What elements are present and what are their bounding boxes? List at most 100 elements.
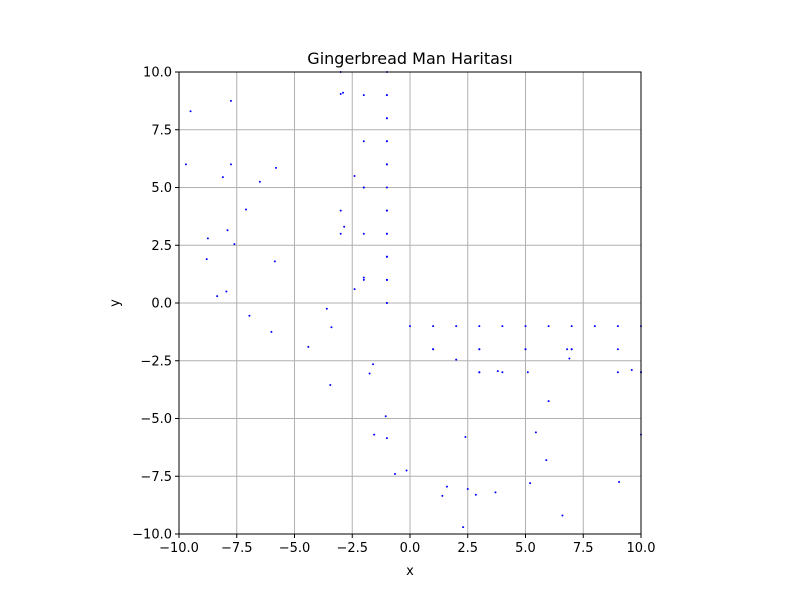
y-tick-label: −7.5 <box>140 470 172 485</box>
x-tick-label: −7.5 <box>221 541 253 556</box>
x-axis-label: x <box>406 564 414 579</box>
data-point <box>229 99 232 102</box>
data-point <box>385 302 388 304</box>
data-point <box>229 163 232 166</box>
data-point <box>432 325 435 328</box>
data-point <box>325 307 328 310</box>
y-axis-ticks: −10.0 −7.5 −5.0 −2.5 0.0 2.5 5.0 7.5 10.0 <box>132 66 179 543</box>
data-point <box>445 485 448 488</box>
data-point <box>362 276 365 279</box>
data-point <box>225 290 228 293</box>
data-point <box>385 437 388 440</box>
data-point <box>384 415 387 418</box>
data-point <box>529 482 532 485</box>
data-point <box>339 209 342 212</box>
data-point <box>593 325 596 328</box>
y-tick-label: 7.5 <box>151 123 172 138</box>
data-point <box>618 481 621 484</box>
data-point <box>248 314 251 317</box>
y-tick-label: −2.5 <box>140 354 172 369</box>
data-point <box>385 255 388 258</box>
x-axis-ticks: −10.0 −7.5 −5.0 −2.5 0.0 2.5 5.0 7.5 10.0 <box>159 534 655 556</box>
data-point <box>362 278 365 281</box>
data-point <box>273 260 276 263</box>
y-tick-label: −10.0 <box>132 528 172 543</box>
data-point <box>372 363 375 366</box>
data-point <box>409 325 411 328</box>
data-point <box>455 358 458 361</box>
x-tick-label: 7.5 <box>573 541 594 556</box>
data-point <box>441 494 444 497</box>
data-point <box>233 243 236 246</box>
data-point <box>501 325 504 328</box>
data-point <box>494 491 497 494</box>
data-point <box>432 348 435 351</box>
x-tick-label: −2.5 <box>336 541 368 556</box>
y-tick-label: 2.5 <box>151 239 172 254</box>
data-point <box>270 330 273 333</box>
data-point <box>547 400 550 403</box>
data-point <box>545 459 548 462</box>
data-point <box>570 325 573 328</box>
data-point <box>393 472 396 475</box>
data-point <box>184 163 187 166</box>
data-point <box>353 288 356 291</box>
data-point <box>385 94 388 97</box>
x-tick-label: 10.0 <box>627 541 656 556</box>
data-point <box>474 493 477 496</box>
data-point <box>496 370 499 373</box>
data-point <box>570 348 573 351</box>
y-tick-label: 10.0 <box>143 66 172 81</box>
data-point <box>534 431 537 434</box>
scatter-points <box>184 71 642 529</box>
data-point <box>342 91 345 94</box>
data-point <box>189 110 192 113</box>
data-point <box>501 371 504 374</box>
data-point <box>547 325 550 328</box>
data-point <box>244 208 247 211</box>
data-point <box>206 237 209 240</box>
data-point <box>385 232 388 235</box>
data-point <box>205 258 208 261</box>
x-tick-label: 2.5 <box>457 541 478 556</box>
data-point <box>385 117 388 120</box>
data-point <box>466 487 469 490</box>
data-point <box>568 357 571 360</box>
data-point <box>524 348 527 351</box>
x-tick-label: −5.0 <box>279 541 311 556</box>
data-point <box>339 92 342 95</box>
data-point <box>455 325 458 328</box>
data-point <box>616 348 619 351</box>
data-point <box>368 372 371 375</box>
data-point <box>362 94 365 97</box>
y-axis-label: y <box>108 299 123 307</box>
data-point <box>329 384 332 387</box>
x-tick-label: 0.0 <box>400 541 421 556</box>
data-point <box>385 163 388 166</box>
data-point <box>524 325 527 328</box>
data-point <box>526 371 529 374</box>
data-point <box>216 295 219 298</box>
data-point <box>561 514 564 517</box>
data-point <box>464 435 467 438</box>
y-tick-label: 5.0 <box>151 181 172 196</box>
data-point <box>373 433 376 436</box>
data-point <box>630 368 633 371</box>
grid-lines <box>178 71 642 535</box>
data-point <box>478 325 481 328</box>
data-point <box>566 348 569 351</box>
data-point <box>330 326 333 329</box>
data-point <box>478 348 481 351</box>
data-point <box>385 209 388 212</box>
chart-title: Gingerbread Man Haritası <box>307 49 512 68</box>
data-point <box>339 232 342 235</box>
data-point <box>385 140 388 143</box>
data-point <box>353 174 356 177</box>
data-point <box>362 232 365 235</box>
data-point <box>275 166 278 169</box>
data-point <box>385 278 388 281</box>
data-point <box>616 371 619 374</box>
data-point <box>462 526 465 529</box>
